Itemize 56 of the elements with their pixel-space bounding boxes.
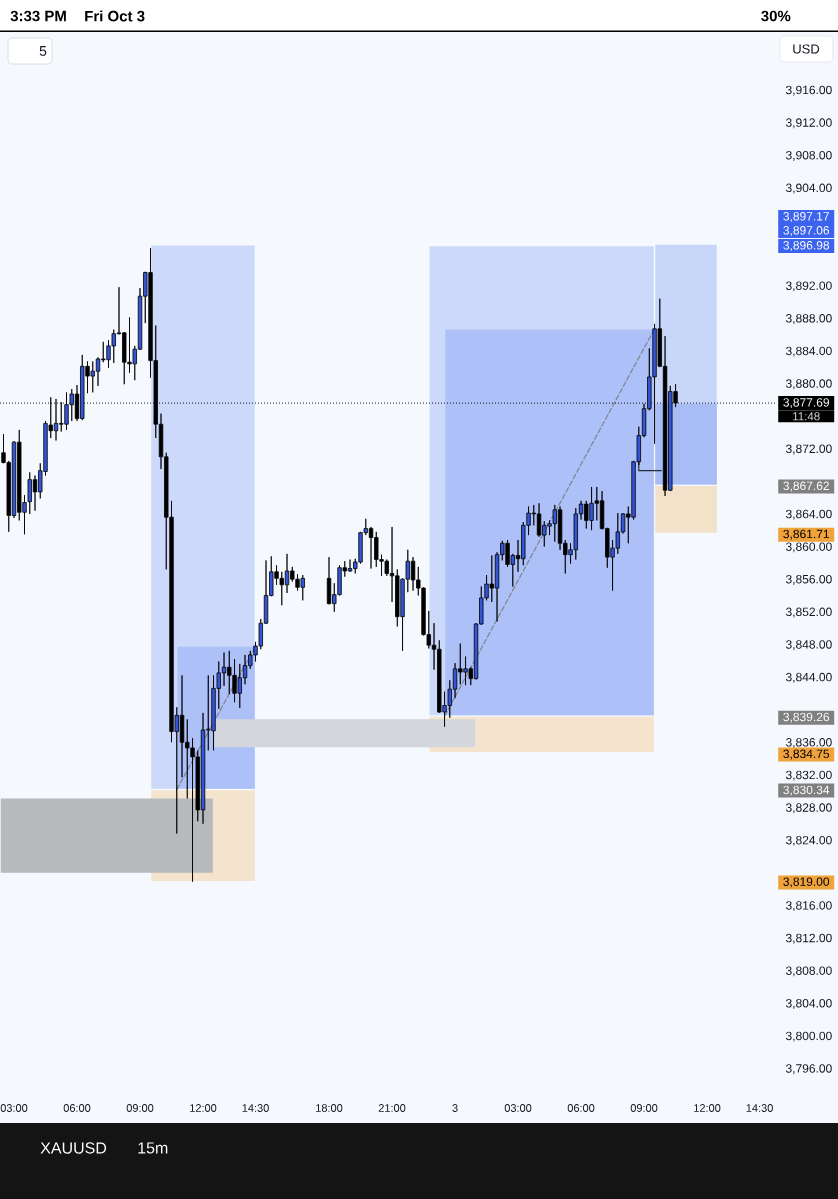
text: 3,861.71 — [783, 529, 829, 540]
y-tick-label: 3,832.00 — [785, 770, 832, 781]
y-tick-label: 3,912.00 — [785, 118, 832, 129]
y-tick-label: 3,852.00 — [785, 607, 832, 618]
y-tick-label: 3,888.00 — [785, 314, 832, 324]
y-tick-label: 3,796.00 — [785, 1064, 832, 1075]
y-tick-label: 3,904.00 — [785, 183, 832, 194]
text: 3:33 PM — [10, 10, 66, 22]
text: 3,897.17 — [783, 212, 829, 222]
y-tick-label: 3,872.00 — [785, 444, 832, 455]
y-tick-label: 3,808.00 — [785, 966, 832, 977]
text: 3,897.06 — [783, 226, 830, 236]
y-tick-label: 3,848.00 — [785, 640, 832, 651]
text: 3,839.26 — [783, 712, 830, 723]
x-tick-label: 12:00 — [190, 1104, 217, 1112]
x-tick-label: 21:00 — [378, 1104, 406, 1112]
y-tick-label: 3,828.00 — [785, 803, 832, 814]
y-tick-label: 3,908.00 — [785, 150, 832, 161]
text: 11:48 — [793, 412, 820, 421]
y-tick-label: 3,836.00 — [785, 738, 832, 748]
y-tick-label: 3,864.00 — [785, 509, 832, 520]
y-tick-label: 3,804.00 — [785, 999, 832, 1009]
y-tick-label: 3,844.00 — [785, 672, 832, 683]
text: USD — [793, 44, 820, 54]
x-tick-label: 03:00 — [504, 1104, 532, 1112]
text: 3,830.34 — [783, 785, 830, 796]
x-tick-label: 06:00 — [63, 1104, 91, 1112]
y-tick-label: 3,916.00 — [785, 85, 832, 96]
text: Fri Oct 3 — [85, 10, 145, 22]
y-tick-label: 3,892.00 — [785, 281, 832, 292]
y-tick-label: 3,800.00 — [785, 1031, 832, 1042]
annotation: 5 — [39, 46, 47, 56]
x-tick-label: 3 — [452, 1104, 458, 1112]
text: XAUUSD — [40, 1142, 107, 1154]
x-tick-label: 09:00 — [126, 1104, 154, 1112]
y-tick-label: 3,816.00 — [785, 901, 832, 912]
text: 3,867.62 — [783, 481, 829, 492]
x-tick-label: 09:00 — [630, 1104, 658, 1112]
y-tick-label: 3,812.00 — [785, 933, 832, 944]
y-tick-label: 3,880.00 — [785, 379, 832, 390]
x-tick-label: 18:00 — [316, 1104, 343, 1112]
x-tick-label: 14:30 — [242, 1104, 269, 1112]
text: 3,896.98 — [783, 241, 830, 251]
x-tick-label: 12:00 — [694, 1104, 721, 1112]
text: 15m — [138, 1142, 168, 1154]
text: 3,819.00 — [783, 877, 830, 888]
x-tick-label: 03:00 — [0, 1104, 28, 1112]
y-tick-label: 3,824.00 — [785, 835, 832, 846]
y-tick-label: 3,884.00 — [785, 346, 832, 357]
ref-line-label: 3,877.69 — [783, 398, 829, 409]
text: 30% — [761, 10, 791, 22]
x-tick-label: 06:00 — [567, 1104, 595, 1112]
x-tick-label: 14:30 — [746, 1104, 773, 1112]
y-tick-label: 3,860.00 — [785, 542, 832, 553]
y-tick-label: 3,856.00 — [785, 574, 832, 585]
text: 3,834.75 — [783, 749, 830, 760]
